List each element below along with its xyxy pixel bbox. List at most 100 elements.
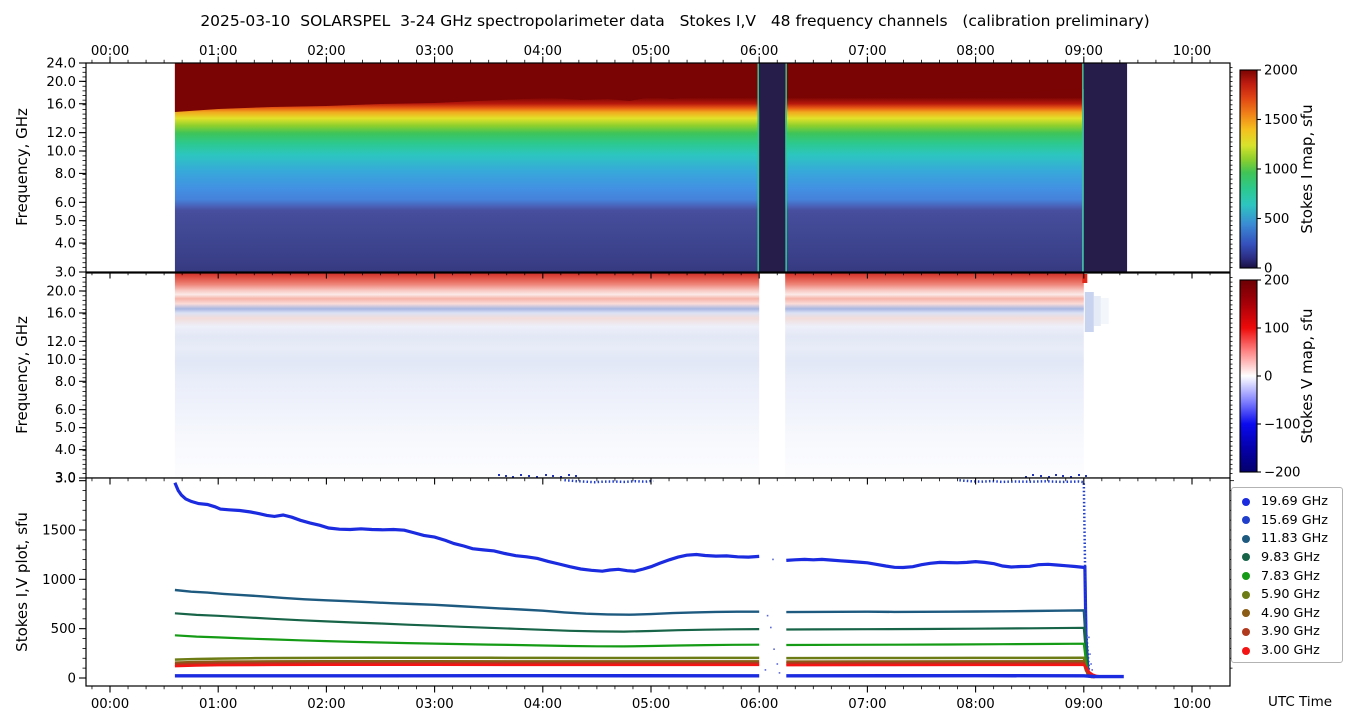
stokes-v-colorbar-gradient bbox=[1239, 279, 1258, 473]
stokes-v-map-panel bbox=[85, 272, 1231, 479]
svg-text:−200: −200 bbox=[1264, 466, 1301, 481]
end-no-signal-region bbox=[1083, 63, 1128, 272]
series-4-90-GHz bbox=[174, 660, 760, 664]
svg-text:0: 0 bbox=[68, 672, 76, 687]
svg-text:03:00: 03:00 bbox=[415, 44, 453, 59]
legend-item: 11.83 GHz bbox=[1242, 532, 1336, 545]
svg-text:3.0: 3.0 bbox=[55, 471, 76, 486]
series-3-00-GHz bbox=[174, 663, 760, 668]
svg-text:8.0: 8.0 bbox=[55, 375, 76, 390]
svg-text:00:00: 00:00 bbox=[91, 697, 129, 712]
axes-ticks-and-labels: 00:00 00:00 01:00 01:00 02:00 02:00 03:00 03:00… bbox=[42, 44, 1211, 712]
legend-marker-icon bbox=[1242, 609, 1250, 618]
legend-item: 15.69 GHz bbox=[1242, 514, 1336, 527]
svg-text:03:00: 03:00 bbox=[415, 697, 453, 712]
svg-text:00:00: 00:00 bbox=[91, 44, 129, 59]
svg-text:10:00: 10:00 bbox=[1173, 697, 1211, 712]
svg-text:6.0: 6.0 bbox=[55, 403, 76, 418]
svg-text:09:00: 09:00 bbox=[1065, 44, 1103, 59]
svg-text:100: 100 bbox=[1264, 322, 1289, 337]
stokes-i-colorbar-label: Stokes I map, sfu bbox=[1298, 104, 1316, 234]
end-red-mark bbox=[1082, 274, 1088, 283]
stokes-v-colorbar-label: Stokes V map, sfu bbox=[1298, 308, 1316, 444]
series-11-83-GHz bbox=[174, 588, 760, 616]
svg-text:06:00: 06:00 bbox=[740, 44, 778, 59]
svg-text:3.0: 3.0 bbox=[55, 266, 76, 281]
stokes-i-colorbar: 0 500 1000 1500 2000 bbox=[1239, 64, 1298, 277]
series-7-83-GHz bbox=[174, 634, 760, 648]
svg-text:500: 500 bbox=[1264, 212, 1289, 227]
svg-text:07:00: 07:00 bbox=[848, 44, 886, 59]
legend-item: 3.90 GHz bbox=[1242, 625, 1336, 638]
legend-label: 19.69 GHz bbox=[1261, 494, 1328, 509]
legend-marker-icon bbox=[1242, 553, 1250, 562]
svg-text:07:00: 07:00 bbox=[848, 697, 886, 712]
legend-label: 3.90 GHz bbox=[1261, 624, 1320, 640]
legend-marker-icon bbox=[1242, 516, 1250, 525]
svg-text:10.0: 10.0 bbox=[46, 353, 76, 368]
svg-text:05:00: 05:00 bbox=[632, 44, 670, 59]
svg-text:20.0: 20.0 bbox=[46, 75, 76, 90]
svg-text:01:00: 01:00 bbox=[199, 44, 237, 59]
svg-text:16.0: 16.0 bbox=[46, 97, 76, 112]
series-15-69-GHz bbox=[959, 479, 1091, 675]
svg-text:04:00: 04:00 bbox=[524, 44, 562, 59]
freq-axis-label-top: Frequency, GHz bbox=[13, 108, 31, 226]
svg-text:12.0: 12.0 bbox=[46, 335, 76, 350]
svg-text:500: 500 bbox=[51, 622, 76, 637]
series-19-69-GHz bbox=[786, 557, 1092, 678]
svg-text:3.0: 3.0 bbox=[55, 472, 76, 487]
svg-text:5.0: 5.0 bbox=[55, 214, 76, 229]
legend: 19.69 GHz 15.69 GHz 11.83 GHz 9.83 GHz 7.83 … bbox=[1231, 487, 1343, 663]
legend-label: 15.69 GHz bbox=[1261, 512, 1328, 528]
svg-text:24.0: 24.0 bbox=[46, 57, 76, 72]
legend-label: 9.83 GHz bbox=[1261, 549, 1320, 565]
legend-label: 4.90 GHz bbox=[1261, 605, 1320, 621]
svg-text:12.0: 12.0 bbox=[46, 126, 76, 141]
end-blue-smudge bbox=[1084, 292, 1094, 332]
stokes-v-colorbar: 200 100 0 −100 −200 bbox=[1239, 274, 1301, 481]
chart-title: 2025-03-10 SOLARSPEL 3-24 GHz spectropol… bbox=[200, 12, 1150, 30]
svg-text:6.0: 6.0 bbox=[55, 196, 76, 211]
legend-marker-icon bbox=[1242, 590, 1250, 599]
svg-text:1000: 1000 bbox=[1264, 163, 1298, 178]
svg-text:04:00: 04:00 bbox=[524, 697, 562, 712]
legend-item: 5.90 GHz bbox=[1242, 588, 1336, 601]
svg-text:08:00: 08:00 bbox=[956, 697, 994, 712]
series-5-90-GHz bbox=[174, 656, 760, 661]
legend-label: 7.83 GHz bbox=[1261, 568, 1320, 584]
legend-label: 3.00 GHz bbox=[1261, 643, 1320, 658]
legend-marker-icon bbox=[1242, 646, 1250, 655]
legend-marker-icon bbox=[1242, 572, 1250, 580]
svg-text:1000: 1000 bbox=[42, 573, 76, 588]
bottom-y-axis-label: Stokes I,V plot, sfu bbox=[13, 512, 31, 652]
svg-text:10:00: 10:00 bbox=[1173, 44, 1211, 59]
svg-text:5.0: 5.0 bbox=[55, 421, 76, 436]
legend-item: 3.00 GHz bbox=[1242, 644, 1336, 657]
legend-item: 9.83 GHz bbox=[1242, 551, 1336, 564]
svg-text:06:00: 06:00 bbox=[740, 697, 778, 712]
svg-text:20.0: 20.0 bbox=[46, 284, 76, 299]
legend-label: 5.90 GHz bbox=[1261, 587, 1320, 603]
utc-time-label: UTC Time bbox=[1268, 694, 1333, 710]
stokes-i-map-panel bbox=[85, 62, 1231, 273]
svg-text:01:00: 01:00 bbox=[199, 697, 237, 712]
series-19-69-GHz bbox=[173, 482, 760, 573]
svg-text:02:00: 02:00 bbox=[307, 44, 345, 59]
legend-marker-icon bbox=[1242, 627, 1250, 636]
svg-text:09:00: 09:00 bbox=[1065, 697, 1103, 712]
series-3-90-GHz bbox=[174, 661, 760, 666]
series-near-zero-flat-line bbox=[786, 673, 1124, 679]
svg-text:4.0: 4.0 bbox=[55, 237, 76, 252]
svg-text:200: 200 bbox=[1264, 274, 1289, 289]
svg-text:1500: 1500 bbox=[42, 523, 76, 538]
svg-text:10.0: 10.0 bbox=[46, 144, 76, 159]
svg-text:2000: 2000 bbox=[1264, 64, 1298, 79]
stokes-iv-line-panel bbox=[85, 477, 1231, 687]
svg-text:0: 0 bbox=[1264, 262, 1272, 277]
svg-text:08:00: 08:00 bbox=[956, 44, 994, 59]
svg-text:02:00: 02:00 bbox=[307, 697, 345, 712]
svg-text:1500: 1500 bbox=[1264, 113, 1298, 128]
legend-marker-icon bbox=[1242, 534, 1250, 543]
